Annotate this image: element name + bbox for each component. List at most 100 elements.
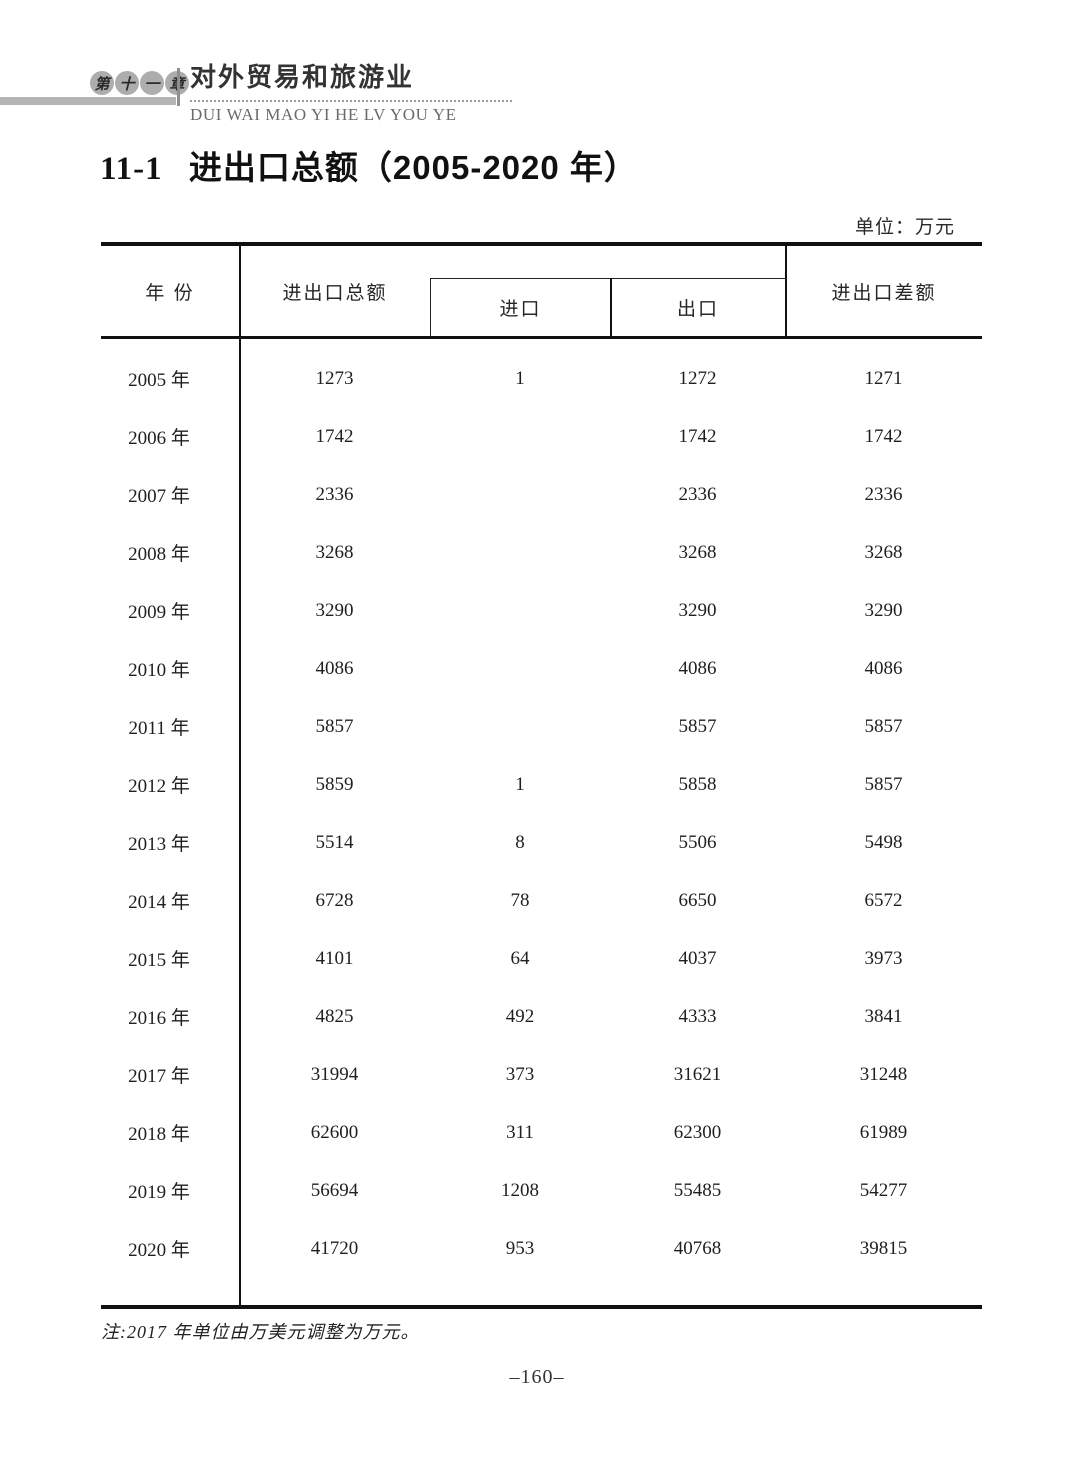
table-row: 2007 年 2336 2336 2336 (101, 466, 982, 524)
cell-total: 3290 (315, 599, 354, 621)
cell-import: 64 (510, 947, 530, 969)
table-body: 2005 年 1273 1 1272 1271 2006 年 1742 1742 1742 200… (101, 339, 982, 1305)
table-row: 2008 年 3268 3268 3268 (101, 524, 982, 582)
cell-year: 2020 年 (128, 1240, 190, 1261)
cell-total: 5514 (315, 831, 354, 853)
cell-import: 311 (506, 1121, 534, 1143)
page-number: –160– (509, 1366, 565, 1388)
cell-total: 4086 (315, 657, 354, 679)
cell-balance: 5857 (864, 715, 903, 737)
cell-balance: 3268 (864, 541, 903, 563)
cell-export: 3268 (678, 541, 717, 563)
column-header-year: 年 份 (145, 282, 195, 304)
chapter-pinyin: DUI WAI MAO YI HE LV YOU YE (190, 105, 457, 124)
badge-circle-icon: 十 (115, 71, 139, 95)
cell-year: 2018 年 (128, 1124, 190, 1145)
table-footnote: 注:2017 年单位由万美元调整为万元。 (101, 1322, 420, 1342)
cell-balance: 39815 (859, 1237, 908, 1259)
section-title: 11-1 进出口总额（2005-2020 年） (100, 146, 638, 191)
cell-export: 1272 (678, 367, 717, 389)
cell-balance: 61989 (859, 1121, 908, 1143)
cell-export: 4333 (678, 1005, 717, 1027)
cell-import: 1 (515, 773, 525, 795)
badge-circle-icon: 一 (140, 71, 164, 95)
cell-year: 2012 年 (128, 776, 190, 797)
cell-year: 2008 年 (128, 544, 190, 565)
cell-export: 3290 (678, 599, 717, 621)
cell-import: 953 (505, 1237, 535, 1259)
balance-column-divider (785, 246, 787, 336)
cell-export: 31621 (673, 1063, 722, 1085)
cell-export: 5858 (678, 773, 717, 795)
header-gray-bar (0, 97, 176, 105)
table-row: 2006 年 1742 1742 1742 (101, 408, 982, 466)
cell-year: 2005 年 (128, 370, 190, 391)
cell-year: 2009 年 (128, 602, 190, 623)
cell-export: 5857 (678, 715, 717, 737)
cell-import: 78 (510, 889, 530, 911)
table-header-bottom-border (101, 336, 982, 339)
cell-balance: 54277 (859, 1179, 908, 1201)
column-header-balance: 进出口差额 (831, 282, 937, 304)
cell-export: 5506 (678, 831, 717, 853)
cell-total: 1742 (315, 425, 354, 447)
chapter-badge: 第 十 一 章 (90, 71, 189, 95)
chapter-title: 对外贸易和旅游业 (190, 60, 512, 102)
table-row: 2015 年 4101 64 4037 3973 (101, 930, 982, 988)
cell-total: 2336 (315, 483, 354, 505)
cell-year: 2010 年 (128, 660, 190, 681)
cell-total: 41720 (310, 1237, 359, 1259)
cell-total: 4825 (315, 1005, 354, 1027)
cell-import: 492 (505, 1005, 535, 1027)
table-row: 2009 年 3290 3290 3290 (101, 582, 982, 640)
header-vertical-divider (177, 68, 180, 106)
cell-balance: 4086 (864, 657, 903, 679)
table-row: 2019 年 56694 1208 55485 54277 (101, 1162, 982, 1220)
cell-export: 4037 (678, 947, 717, 969)
chapter-titles: 对外贸易和旅游业 DUI WAI MAO YI HE LV YOU YE (190, 60, 512, 125)
cell-balance: 5857 (864, 773, 903, 795)
cell-year: 2014 年 (128, 892, 190, 913)
statistics-table: 年 份 进出口总额 进口 出口 进出口差额 2005 年 1273 1 1272 127… (101, 242, 982, 1309)
cell-import: 373 (505, 1063, 535, 1085)
cell-balance: 1271 (864, 367, 903, 389)
table-row: 2014 年 6728 78 6650 6572 (101, 872, 982, 930)
column-header-total: 进出口总额 (282, 282, 388, 304)
table-row: 2005 年 1273 1 1272 1271 (101, 350, 982, 408)
cell-year: 2019 年 (128, 1182, 190, 1203)
cell-balance: 2336 (864, 483, 903, 505)
year-column-divider (239, 246, 241, 1305)
cell-export: 2336 (678, 483, 717, 505)
cell-balance: 5498 (864, 831, 903, 853)
table-row: 2011 年 5857 5857 5857 (101, 698, 982, 756)
cell-year: 2016 年 (128, 1008, 190, 1029)
cell-import: 1 (515, 367, 525, 389)
cell-export: 6650 (678, 889, 717, 911)
column-header-export: 出口 (676, 298, 719, 320)
cell-balance: 3841 (864, 1005, 903, 1027)
cell-total: 62600 (310, 1121, 359, 1143)
section-number: 11-1 (100, 151, 163, 187)
table-row: 2017 年 31994 373 31621 31248 (101, 1046, 982, 1104)
cell-total: 4101 (315, 947, 354, 969)
cell-export: 4086 (678, 657, 717, 679)
cell-import: 1208 (501, 1179, 539, 1201)
import-export-header-box (430, 278, 786, 336)
cell-total: 56694 (310, 1179, 359, 1201)
table-top-border (101, 242, 982, 246)
table-bottom-border (101, 1305, 982, 1309)
cell-total: 5859 (315, 773, 354, 795)
cell-total: 5857 (315, 715, 354, 737)
badge-circle-icon: 第 (90, 71, 114, 95)
table-row: 2020 年 41720 953 40768 39815 (101, 1220, 982, 1278)
cell-total: 3268 (315, 541, 354, 563)
cell-export: 55485 (673, 1179, 722, 1201)
column-header-import: 进口 (499, 298, 542, 320)
import-export-divider (610, 278, 612, 336)
cell-year: 2006 年 (128, 428, 190, 449)
cell-import: 8 (515, 831, 525, 853)
cell-year: 2015 年 (128, 950, 190, 971)
table-row: 2016 年 4825 492 4333 3841 (101, 988, 982, 1046)
cell-year: 2007 年 (128, 486, 190, 507)
